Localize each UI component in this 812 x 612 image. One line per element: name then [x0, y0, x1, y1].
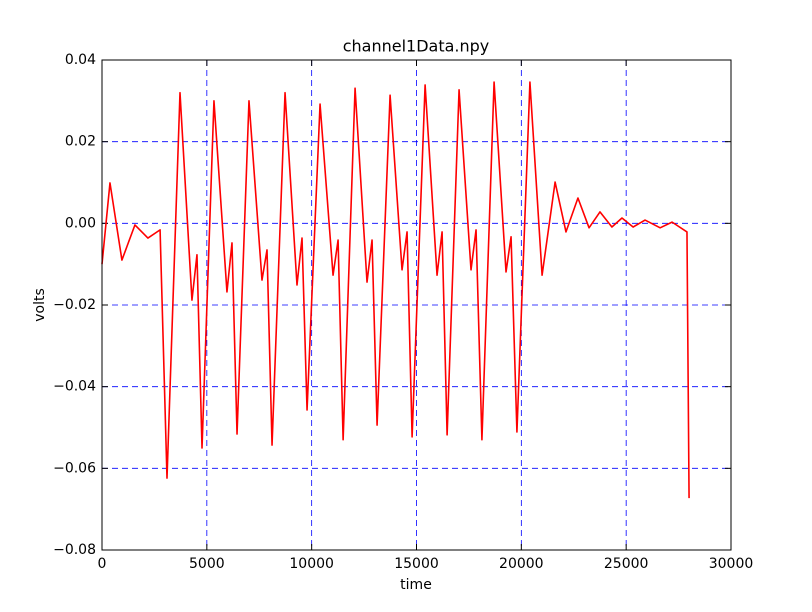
y-tick-label: −0.08	[53, 542, 96, 558]
x-tick-label: 20000	[499, 556, 544, 572]
y-tick-label: −0.02	[53, 297, 96, 313]
data-line	[101, 81, 690, 499]
x-tick-label: 25000	[604, 556, 649, 572]
y-tick-label: 0.00	[65, 215, 96, 231]
y-tick-label: 0.04	[65, 52, 96, 68]
y-tick-label: 0.02	[65, 134, 96, 150]
x-tick-label: 5000	[189, 556, 225, 572]
x-tick-label: 15000	[394, 556, 439, 572]
y-axis-label: volts	[32, 288, 48, 322]
y-tick-label: −0.06	[53, 460, 96, 476]
x-tick-label: 10000	[289, 556, 334, 572]
x-tick-label: 30000	[709, 556, 754, 572]
chart-title: channel1Data.npy	[343, 37, 490, 56]
y-tick-label: −0.04	[53, 379, 96, 395]
plot-frame	[101, 59, 732, 551]
x-tick-label: 0	[98, 556, 107, 572]
x-axis-label: time	[400, 577, 432, 593]
